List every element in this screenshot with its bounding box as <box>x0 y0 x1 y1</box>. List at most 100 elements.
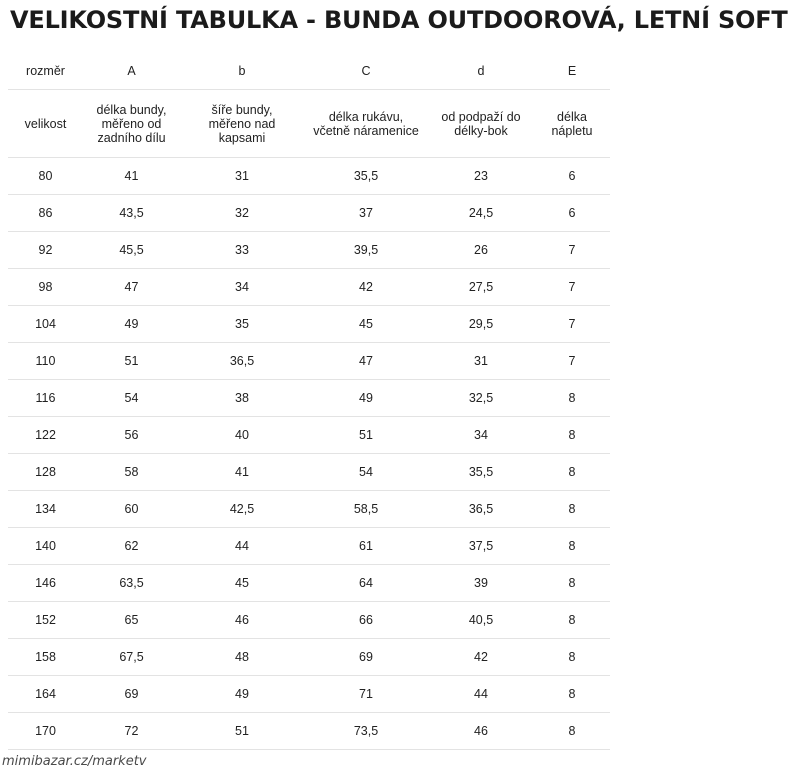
b-cell: 34 <box>180 268 304 306</box>
header-label-line: včetně náramenice <box>313 123 419 138</box>
table-row: 110 51 36,5 47 31 7 <box>8 342 610 380</box>
e-cell: 8 <box>534 601 610 639</box>
b-cell: 33 <box>180 231 304 269</box>
table-row: 116 54 38 49 32,5 8 <box>8 379 610 417</box>
size-cell: 146 <box>8 564 83 602</box>
d-cell: 23 <box>428 157 534 195</box>
header-label-a: délka bundy, měřeno od zadního dílu <box>83 89 180 158</box>
d-cell: 37,5 <box>428 527 534 565</box>
table-row: 92 45,5 33 39,5 26 7 <box>8 231 610 269</box>
a-cell: 60 <box>83 490 180 528</box>
size-cell: 86 <box>8 194 83 232</box>
header-code-c: C <box>304 52 428 90</box>
size-cell: 170 <box>8 712 83 750</box>
d-cell: 32,5 <box>428 379 534 417</box>
e-cell: 7 <box>534 342 610 380</box>
e-cell: 8 <box>534 416 610 454</box>
a-cell: 72 <box>83 712 180 750</box>
table-row: 134 60 42,5 58,5 36,5 8 <box>8 490 610 528</box>
table-row: 164 69 49 71 44 8 <box>8 675 610 713</box>
a-cell: 56 <box>83 416 180 454</box>
size-cell: 116 <box>8 379 83 417</box>
e-cell: 8 <box>534 675 610 713</box>
header-label-c: délka rukávu, včetně náramenice <box>304 89 428 158</box>
c-cell: 54 <box>304 453 428 491</box>
e-cell: 8 <box>534 527 610 565</box>
d-cell: 24,5 <box>428 194 534 232</box>
e-cell: 7 <box>534 231 610 269</box>
a-cell: 45,5 <box>83 231 180 269</box>
d-cell: 40,5 <box>428 601 534 639</box>
header-label-line: kapsami <box>218 130 266 145</box>
d-cell: 39 <box>428 564 534 602</box>
header-code-d: d <box>428 52 534 90</box>
c-cell: 71 <box>304 675 428 713</box>
c-cell: 73,5 <box>304 712 428 750</box>
header-code-e: E <box>534 52 610 90</box>
b-cell: 32 <box>180 194 304 232</box>
e-cell: 8 <box>534 379 610 417</box>
c-cell: 69 <box>304 638 428 676</box>
c-cell: 35,5 <box>304 157 428 195</box>
c-cell: 61 <box>304 527 428 565</box>
header-label-line: nápletu <box>551 123 593 138</box>
a-cell: 43,5 <box>83 194 180 232</box>
d-cell: 46 <box>428 712 534 750</box>
c-cell: 49 <box>304 379 428 417</box>
c-cell: 39,5 <box>304 231 428 269</box>
b-cell: 35 <box>180 305 304 343</box>
header-label-line: délka bundy, <box>96 102 167 117</box>
header-label-e: délka nápletu <box>534 89 610 158</box>
table-row: 170 72 51 73,5 46 8 <box>8 712 610 750</box>
b-cell: 44 <box>180 527 304 565</box>
header-labels-row: velikost délka bundy, měřeno od zadního díl… <box>8 89 610 158</box>
d-cell: 35,5 <box>428 453 534 491</box>
table-row: 140 62 44 61 37,5 8 <box>8 527 610 565</box>
e-cell: 8 <box>534 453 610 491</box>
e-cell: 6 <box>534 194 610 232</box>
size-cell: 92 <box>8 231 83 269</box>
b-cell: 51 <box>180 712 304 750</box>
a-cell: 62 <box>83 527 180 565</box>
table-row: 146 63,5 45 64 39 8 <box>8 564 610 602</box>
header-code-b: b <box>180 52 304 90</box>
page-title: VELIKOSTNÍ TABULKA - BUNDA OUTDOOROVÁ, L… <box>10 6 788 34</box>
c-cell: 66 <box>304 601 428 639</box>
c-cell: 58,5 <box>304 490 428 528</box>
c-cell: 51 <box>304 416 428 454</box>
size-cell: 80 <box>8 157 83 195</box>
b-cell: 36,5 <box>180 342 304 380</box>
b-cell: 42,5 <box>180 490 304 528</box>
header-label-line: délky-bok <box>454 123 508 138</box>
a-cell: 54 <box>83 379 180 417</box>
e-cell: 6 <box>534 157 610 195</box>
a-cell: 69 <box>83 675 180 713</box>
table-row: 86 43,5 32 37 24,5 6 <box>8 194 610 232</box>
a-cell: 67,5 <box>83 638 180 676</box>
header-code-size: rozměr <box>8 52 83 90</box>
a-cell: 49 <box>83 305 180 343</box>
header-label-size: velikost <box>8 89 83 158</box>
d-cell: 44 <box>428 675 534 713</box>
header-label-line: měřeno od <box>101 116 162 131</box>
e-cell: 8 <box>534 712 610 750</box>
b-cell: 38 <box>180 379 304 417</box>
b-cell: 41 <box>180 453 304 491</box>
d-cell: 36,5 <box>428 490 534 528</box>
d-cell: 29,5 <box>428 305 534 343</box>
size-cell: 134 <box>8 490 83 528</box>
size-cell: 152 <box>8 601 83 639</box>
d-cell: 27,5 <box>428 268 534 306</box>
a-cell: 58 <box>83 453 180 491</box>
b-cell: 40 <box>180 416 304 454</box>
size-cell: 122 <box>8 416 83 454</box>
header-label-b: šíře bundy, měřeno nad kapsami <box>180 89 304 158</box>
header-label-line: velikost <box>24 116 67 131</box>
a-cell: 65 <box>83 601 180 639</box>
table-row: 98 47 34 42 27,5 7 <box>8 268 610 306</box>
e-cell: 8 <box>534 638 610 676</box>
table-row: 122 56 40 51 34 8 <box>8 416 610 454</box>
d-cell: 31 <box>428 342 534 380</box>
header-label-line: délka <box>557 109 587 124</box>
e-cell: 7 <box>534 268 610 306</box>
